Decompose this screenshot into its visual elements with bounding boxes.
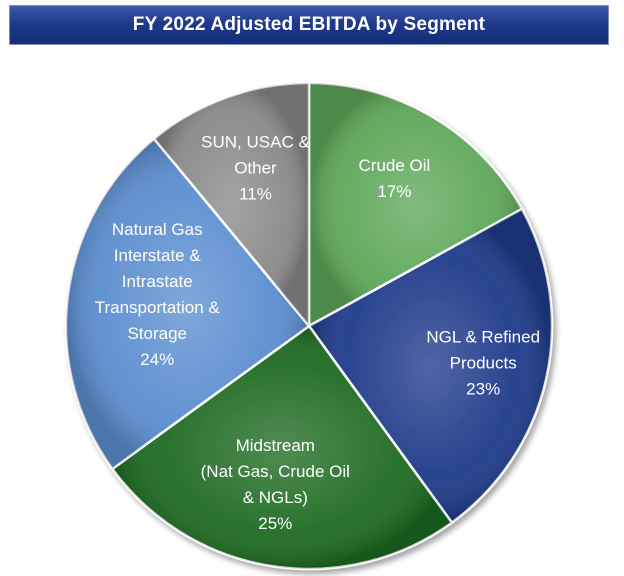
slice-label: Crude Oil 17% — [359, 156, 431, 201]
slice-label-line: Products — [450, 353, 517, 372]
slice-label: SUN, USAC & Other 11% — [201, 132, 310, 203]
slice-percent: 24% — [140, 350, 174, 369]
slice-label: Midstream (Nat Gas, Crude Oil & NGLs) 25% — [201, 436, 350, 533]
slice-label-line: Interstate & — [114, 246, 202, 265]
slice-label-line: Natural Gas — [112, 220, 203, 239]
slice-label-line: Storage — [127, 324, 187, 343]
slice-label-line: (Nat Gas, Crude Oil — [201, 462, 350, 481]
slice-label-line: Transportation & — [95, 298, 221, 317]
slice-percent: 17% — [377, 182, 411, 201]
chart-title-bar: FY 2022 Adjusted EBITDA by Segment — [9, 5, 609, 45]
pie-slice-shading — [112, 326, 452, 569]
slice-label-line: Other — [234, 158, 277, 177]
pie-slice-shading — [154, 83, 309, 326]
pie-slice-shading — [309, 83, 522, 326]
chart-title: FY 2022 Adjusted EBITDA by Segment — [132, 14, 486, 35]
slice-label-line: Intrastate — [122, 272, 193, 291]
slice-label-line: NGL & Refined — [426, 327, 540, 346]
slice-percent: 25% — [258, 514, 292, 533]
pie-slice-shading — [309, 208, 552, 523]
pie-slice-shading — [66, 138, 310, 469]
slice-label-line: SUN, USAC & — [201, 132, 310, 151]
slice-label: Natural Gas Interstate & Intrastate Transpo… — [95, 220, 221, 369]
slice-label-line: & NGLs) — [243, 488, 308, 507]
slice-percent: 11% — [239, 184, 272, 203]
slice-label: NGL & Refined Products 23% — [426, 327, 540, 398]
slice-label-line: Crude Oil — [359, 156, 431, 175]
slice-label-line: Midstream — [236, 436, 315, 455]
slice-percent: 23% — [466, 379, 500, 398]
